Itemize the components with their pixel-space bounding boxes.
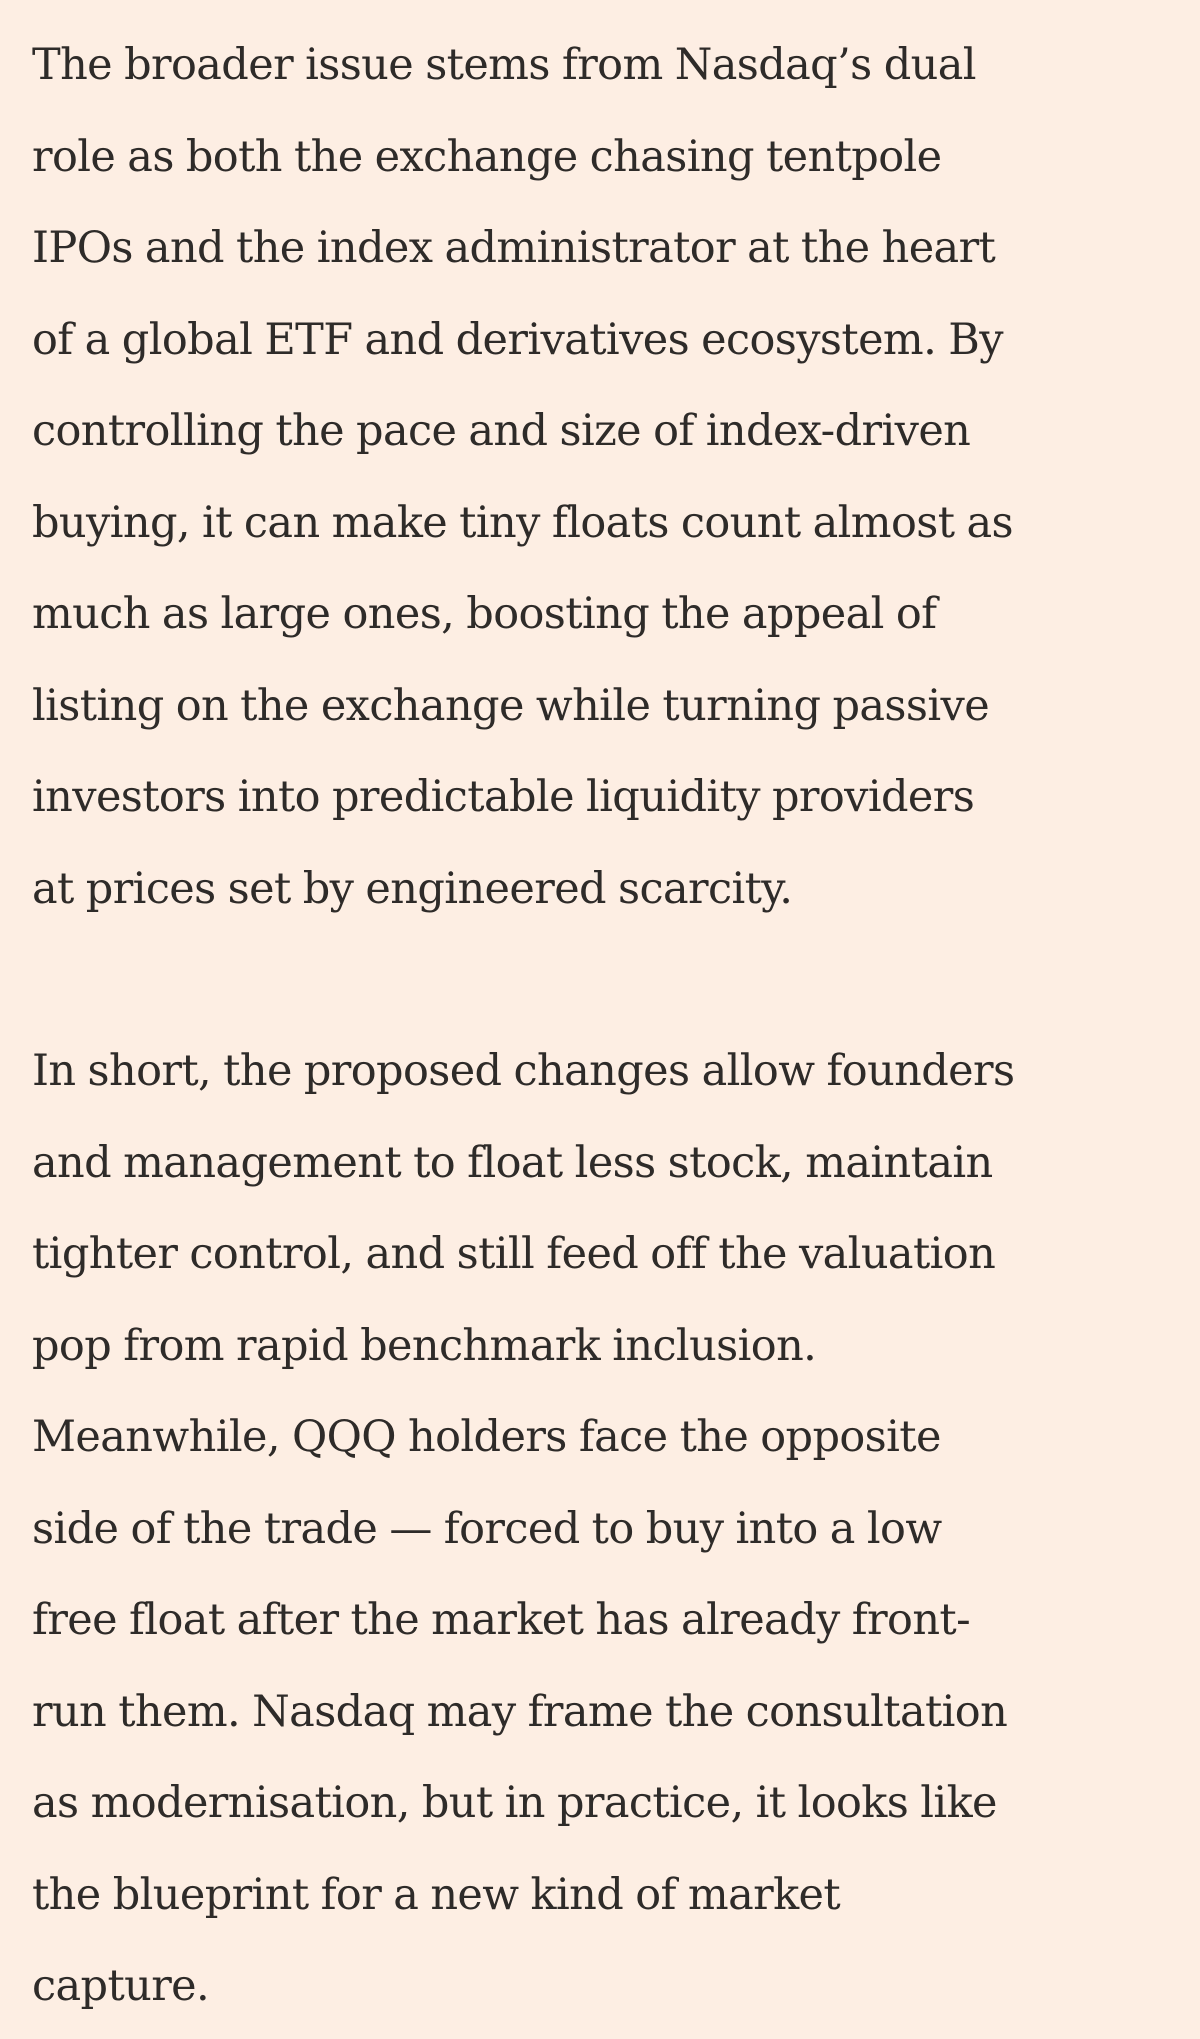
- text-line: IPOs and the index administrator at the …: [32, 223, 996, 273]
- text-line: as modernisation, but in practice, it lo…: [32, 1778, 997, 1828]
- paragraph-1: The broader issue stems from Nasdaq’s du…: [32, 20, 1170, 935]
- text-line: the blueprint for a new kind of market: [32, 1869, 841, 1920]
- text-line: tighter control, and still feed off the …: [32, 1229, 996, 1279]
- text-line: at prices set by engineered scarcity.: [32, 863, 793, 914]
- text-line: of a global ETF and derivatives ecosyste…: [32, 314, 1004, 365]
- text-line: controlling the pace and size of index-d…: [32, 406, 971, 456]
- text-line: investors into predictable liquidity pro…: [32, 772, 975, 822]
- text-line: role as both the exchange chasing tentpo…: [32, 131, 942, 182]
- text-line: pop from rapid benchmark inclusion.: [32, 1320, 817, 1371]
- text-line: Meanwhile, QQQ holders face the opposite: [32, 1412, 941, 1462]
- text-line: run them. Nasdaq may frame the consultat…: [32, 1686, 1008, 1737]
- text-line: buying, it can make tiny floats count al…: [32, 497, 1014, 548]
- text-line: In short, the proposed changes allow fou…: [32, 1046, 1015, 1096]
- text-line: The broader issue stems from Nasdaq’s du…: [32, 40, 977, 90]
- text-line: capture.: [32, 1961, 210, 2011]
- paragraph-2: In short, the proposed changes allow fou…: [32, 1026, 1170, 2033]
- text-line: listing on the exchange while turning pa…: [32, 680, 990, 731]
- text-line: and management to float less stock, main…: [32, 1137, 993, 1188]
- text-line: free float after the market has already …: [32, 1595, 971, 1645]
- text-line: much as large ones, boosting the appeal …: [32, 589, 937, 639]
- text-line: side of the trade — forced to buy into a…: [32, 1503, 942, 1554]
